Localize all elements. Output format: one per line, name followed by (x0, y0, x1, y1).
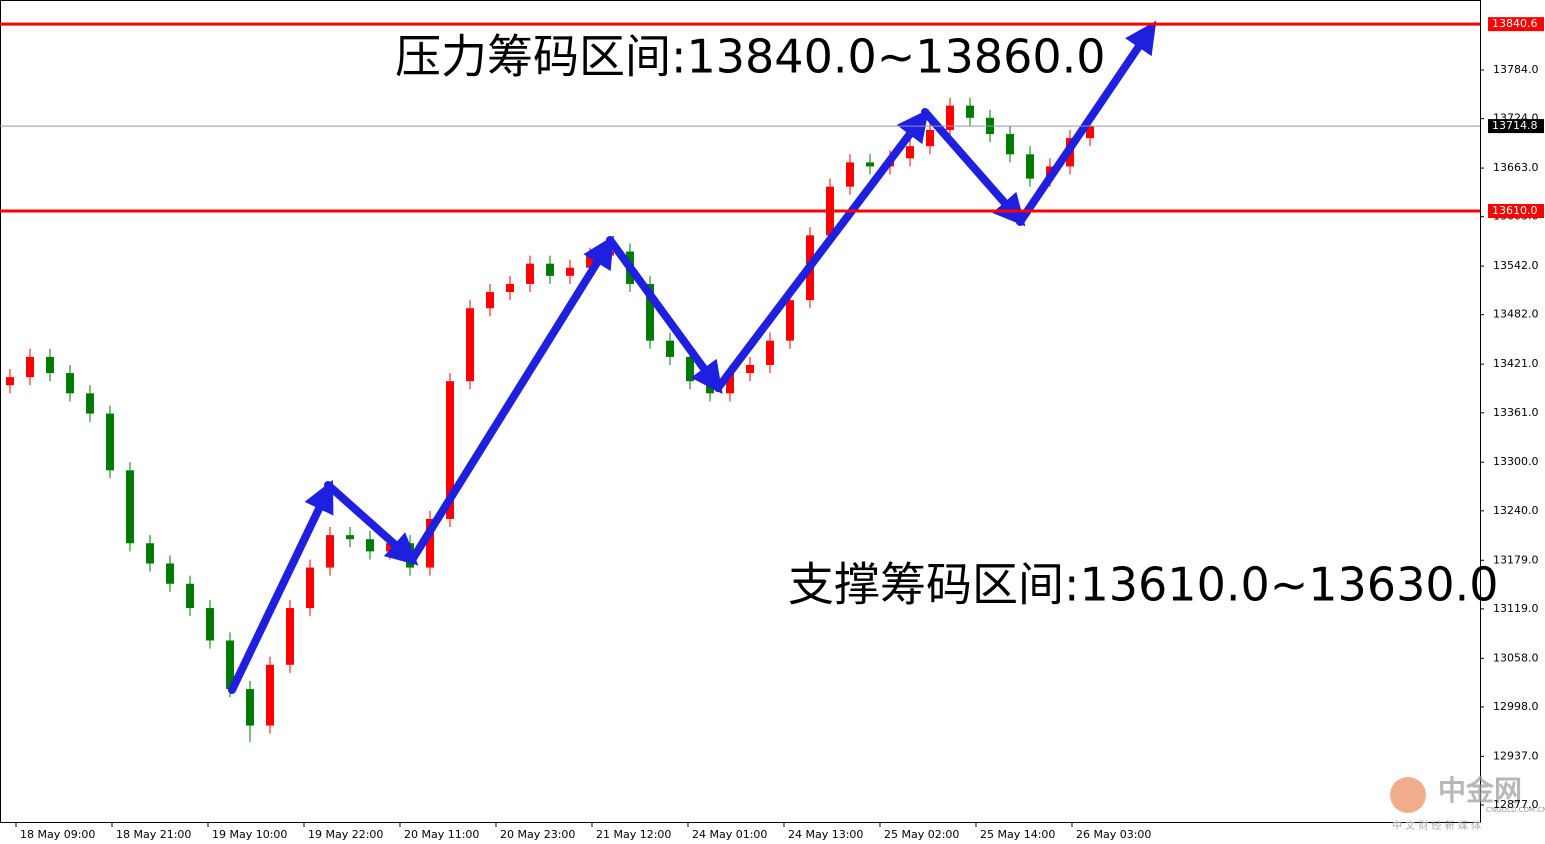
candle-body (566, 267, 574, 276)
watermark: 中金网 CNGOLD.COM.CN 中 文 财 经 新 媒 体 (1390, 774, 1545, 832)
candle-body (286, 608, 294, 665)
y-tick-label: 13482.0 (1493, 308, 1539, 321)
candle-body (86, 393, 94, 414)
candle-body (1086, 125, 1094, 139)
candle-body (326, 535, 334, 568)
y-tick-label: 13421.0 (1493, 357, 1539, 370)
watermark-title: 中金网 (1438, 774, 1522, 807)
x-tick-label: 20 May 23:00 (500, 828, 575, 841)
arrow (714, 109, 929, 392)
candle-body (546, 263, 554, 276)
arrow (408, 235, 614, 564)
x-tick-label: 20 May 11:00 (404, 828, 479, 841)
x-tick-label: 18 May 21:00 (116, 828, 191, 841)
candle-body (186, 583, 194, 609)
y-tick-label: 13119.0 (1493, 602, 1539, 615)
x-tick-label: 24 May 13:00 (788, 828, 863, 841)
arrow (606, 236, 723, 395)
level-tag (1488, 17, 1544, 32)
plot-frame (0, 0, 1481, 823)
candle-body (226, 640, 234, 690)
candle-body (906, 146, 914, 159)
candle-body (746, 364, 754, 374)
y-tick-label: 13240.0 (1493, 504, 1539, 517)
y-tick-label: 12877.0 (1493, 798, 1539, 811)
candle-body (266, 664, 274, 726)
level-label: 13840.6 (1492, 17, 1538, 30)
watermark-slogan: 中 文 财 经 新 媒 体 (1392, 819, 1481, 832)
y-tick-label: 13179.0 (1493, 553, 1539, 566)
candle-body (466, 308, 474, 382)
current-price-label: 13714.8 (1492, 119, 1538, 132)
candle-body (306, 567, 314, 609)
y-tick-label: 13542.0 (1493, 259, 1539, 272)
candle-body (146, 543, 154, 564)
candle-body (446, 381, 454, 519)
x-tick-label: 25 May 02:00 (884, 828, 959, 841)
candle-body (646, 283, 654, 341)
x-tick-label: 26 May 03:00 (1076, 828, 1151, 841)
candle-body (946, 105, 954, 130)
candle-body (966, 105, 974, 118)
candle-body (1006, 134, 1014, 155)
y-tick-label: 13784.0 (1493, 63, 1539, 76)
candle-body (486, 292, 494, 309)
candle-body (766, 340, 774, 365)
candle-body (366, 539, 374, 552)
candle-body (786, 300, 794, 341)
x-tick-label: 25 May 14:00 (980, 828, 1055, 841)
current-price-tag (1488, 119, 1544, 134)
y-tick-label: 13300.0 (1493, 455, 1539, 468)
candle-body (846, 162, 854, 187)
axes-group: 13784.013724.013663.013603.013542.013482… (15, 17, 1544, 841)
candle-body (6, 377, 14, 386)
resistance-annotation: 压力筹码区间:13840.0~13860.0 (395, 30, 1105, 84)
candle-body (666, 340, 674, 357)
candle-body (26, 356, 34, 378)
levels-group (0, 22, 1480, 213)
candle-body (726, 373, 734, 394)
x-tick-label: 21 May 12:00 (596, 828, 671, 841)
level-label: 13610.0 (1492, 204, 1538, 217)
candle-body (926, 129, 934, 147)
y-tick-label: 13361.0 (1493, 406, 1539, 419)
arrow (228, 479, 334, 694)
y-tick-label: 13058.0 (1493, 651, 1539, 664)
arrow (324, 481, 419, 566)
candles-group (6, 97, 1094, 742)
candle-body (106, 413, 114, 471)
candle-body (206, 608, 214, 641)
candle-body (506, 283, 514, 293)
x-tick-label: 18 May 09:00 (20, 828, 95, 841)
candle-body (126, 470, 134, 544)
watermark-site: CNGOLD.COM.CN (1486, 806, 1545, 814)
x-tick-label: 19 May 22:00 (308, 828, 383, 841)
x-tick-label: 24 May 01:00 (692, 828, 767, 841)
y-tick-label: 12998.0 (1493, 700, 1539, 713)
candle-body (426, 518, 434, 568)
candle-body (166, 563, 174, 584)
support-annotation: 支撑筹码区间:13610.0~13630.0 (788, 558, 1498, 612)
x-tick-label: 19 May 10:00 (212, 828, 287, 841)
level-tag (1488, 204, 1544, 219)
candle-body (686, 356, 694, 382)
y-tick-label: 13663.0 (1493, 161, 1539, 174)
candle-body (246, 689, 254, 726)
candle-body (1026, 154, 1034, 179)
candle-body (866, 162, 874, 167)
y-tick-label: 12937.0 (1493, 749, 1539, 762)
arrow (921, 108, 1026, 227)
candle-body (526, 263, 534, 284)
candle-body (346, 535, 354, 540)
candle-body (66, 373, 74, 394)
candle-body (46, 356, 54, 374)
watermark-logo (1390, 777, 1426, 813)
